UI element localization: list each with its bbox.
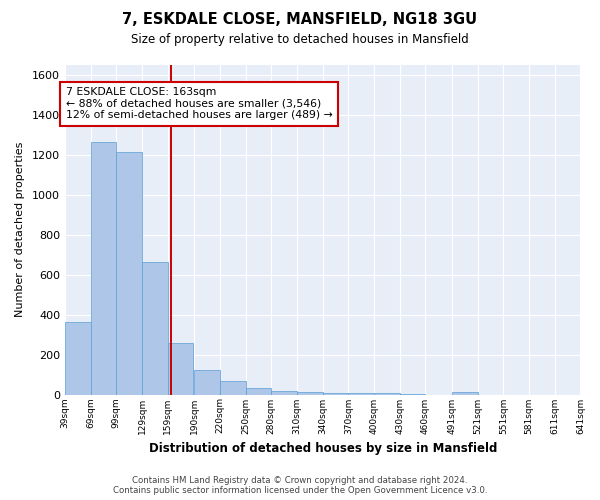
Y-axis label: Number of detached properties: Number of detached properties bbox=[15, 142, 25, 318]
Bar bbox=[323, 393, 349, 394]
X-axis label: Distribution of detached houses by size in Mansfield: Distribution of detached houses by size … bbox=[149, 442, 497, 455]
Text: Contains HM Land Registry data © Crown copyright and database right 2024.
Contai: Contains HM Land Registry data © Crown c… bbox=[113, 476, 487, 495]
Text: Size of property relative to detached houses in Mansfield: Size of property relative to detached ho… bbox=[131, 32, 469, 46]
Bar bbox=[297, 392, 323, 394]
Bar bbox=[116, 152, 142, 394]
Bar bbox=[374, 393, 400, 394]
Bar bbox=[91, 142, 116, 395]
Text: 7 ESKDALE CLOSE: 163sqm
← 88% of detached houses are smaller (3,546)
12% of semi: 7 ESKDALE CLOSE: 163sqm ← 88% of detache… bbox=[66, 87, 332, 120]
Bar bbox=[452, 392, 478, 394]
Bar bbox=[245, 388, 271, 394]
Text: 7, ESKDALE CLOSE, MANSFIELD, NG18 3GU: 7, ESKDALE CLOSE, MANSFIELD, NG18 3GU bbox=[122, 12, 478, 28]
Bar bbox=[194, 370, 220, 394]
Bar bbox=[220, 380, 245, 394]
Bar bbox=[349, 393, 374, 394]
Bar bbox=[142, 262, 168, 394]
Bar bbox=[168, 342, 193, 394]
Bar bbox=[65, 322, 91, 394]
Bar bbox=[271, 390, 297, 394]
